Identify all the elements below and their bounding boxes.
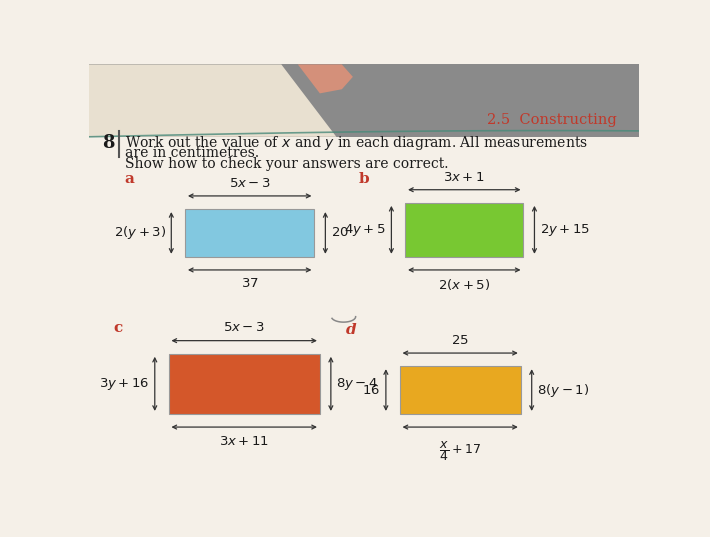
Polygon shape	[89, 64, 337, 137]
Text: $25$: $25$	[452, 334, 469, 347]
Text: Work out the value of $x$ and $y$ in each diagram. All measurements: Work out the value of $x$ and $y$ in eac…	[124, 134, 588, 152]
Bar	[168, 354, 320, 414]
Text: d: d	[346, 323, 357, 337]
Text: are in centimetres.: are in centimetres.	[124, 147, 258, 161]
Polygon shape	[298, 64, 353, 93]
Text: $3x+11$: $3x+11$	[219, 434, 269, 447]
Text: 8: 8	[102, 134, 115, 152]
Text: $4y+5$: $4y+5$	[344, 222, 386, 238]
Text: $3x+1$: $3x+1$	[444, 171, 485, 184]
Text: $2(x+5)$: $2(x+5)$	[438, 278, 491, 292]
Text: Show how to check your answers are correct.: Show how to check your answers are corre…	[124, 157, 448, 171]
Text: 2.5  Constructing: 2.5 Constructing	[487, 113, 617, 127]
Bar	[405, 203, 523, 257]
Text: $8(y-1)$: $8(y-1)$	[537, 382, 589, 398]
Text: $37$: $37$	[241, 278, 258, 291]
Bar	[400, 366, 520, 414]
Text: $16$: $16$	[362, 383, 381, 396]
Text: $8y-4$: $8y-4$	[337, 376, 378, 392]
FancyBboxPatch shape	[89, 64, 639, 137]
Text: c: c	[114, 321, 123, 335]
Text: b: b	[359, 172, 369, 186]
Text: $3y+16$: $3y+16$	[99, 376, 149, 392]
Text: a: a	[124, 172, 134, 186]
Text: $5x-3$: $5x-3$	[223, 322, 265, 335]
Bar	[185, 209, 315, 257]
Text: $2(y+3)$: $2(y+3)$	[114, 224, 166, 242]
Text: $5x-3$: $5x-3$	[229, 177, 271, 190]
Text: $\dfrac{x}{4}+17$: $\dfrac{x}{4}+17$	[439, 439, 481, 463]
Text: $2y+15$: $2y+15$	[540, 222, 590, 238]
Text: $20$: $20$	[331, 227, 349, 240]
Polygon shape	[89, 137, 639, 180]
